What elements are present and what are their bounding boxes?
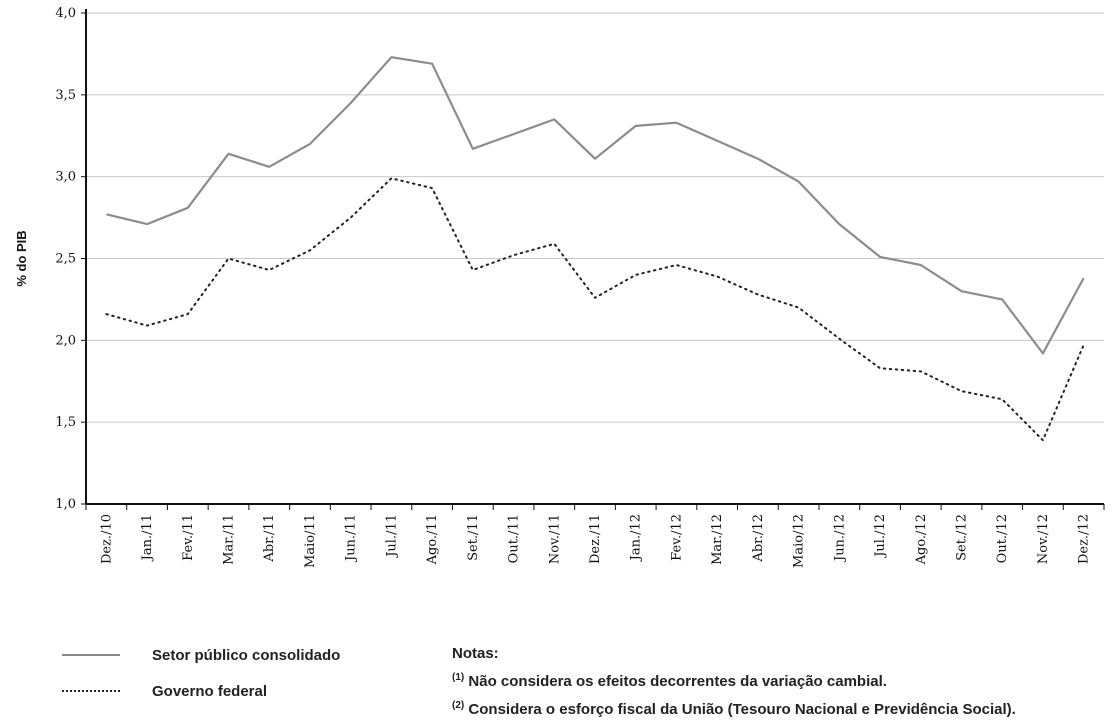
x-tick-label: Dez./11: [588, 514, 603, 564]
x-tick-label: Nov./12: [1036, 514, 1051, 564]
y-tick-label: 1,0: [55, 497, 76, 512]
x-tick-label: Dez./10: [99, 514, 114, 564]
legend-label: Setor público consolidado: [152, 646, 341, 664]
x-tick-label: Jul./12: [873, 514, 888, 559]
note-2: (2) Considera o esforço fiscal da União …: [452, 694, 1016, 722]
notes-title: Notas:: [452, 645, 499, 662]
y-tick-label: 2,0: [55, 333, 76, 348]
x-tick-label: Mar./11: [222, 514, 237, 565]
x-tick-label: Fev./11: [181, 514, 196, 561]
x-tick-label: Jun./12: [832, 514, 847, 563]
y-tick-label: 3,0: [55, 170, 76, 185]
x-tick-label: Ago./12: [914, 514, 929, 565]
line-chart: 1,0 1,5 2,0 2,5 3,0 3,5 4,0 Dez./10 Jan./11 Fev.…: [14, 6, 1105, 568]
x-tick-label: Jan./12: [629, 514, 644, 562]
note-2-marker: (2): [452, 700, 465, 711]
legend-item-governo-federal: Governo federal: [62, 680, 340, 702]
legend: Setor público consolidado Governo federa…: [62, 644, 340, 716]
x-tick-label: Dez./12: [1077, 514, 1092, 564]
x-tick-label: Jan./11: [140, 514, 155, 562]
y-tick-labels: 1,0 1,5 2,0 2,5 3,0 3,5 4,0: [55, 6, 76, 512]
y-tick-label: 2,5: [55, 252, 76, 267]
series-line-setor-publico: [106, 56, 1085, 355]
x-tick-label: Abr./11: [262, 514, 277, 563]
note-1-text: Não considera os efeitos decorrentes da …: [468, 673, 887, 690]
legend-swatch-solid: [62, 654, 120, 656]
y-tick-label: 3,5: [55, 88, 76, 103]
notes: Notas: (1) Não considera os efeitos deco…: [452, 642, 1016, 722]
x-tick-labels: Dez./10 Jan./11 Fev./11 Mar./11 Abr./11 Maio/…: [99, 514, 1091, 568]
x-tick-label: Fev./12: [669, 514, 684, 561]
y-tick-label: 1,5: [55, 415, 76, 430]
series-lines: [105, 56, 1085, 442]
y-axis-label: % do PIB: [14, 230, 29, 286]
axes: [81, 9, 1105, 510]
x-tick-label: Out./11: [507, 514, 522, 563]
note-2-text: Considera o esforço fiscal da União (Tes…: [468, 701, 1016, 718]
y-tick-label: 4,0: [55, 6, 76, 21]
x-tick-label: Mar./12: [710, 514, 725, 565]
x-tick-label: Nov./11: [547, 514, 562, 564]
x-tick-label: Maio/12: [792, 514, 807, 568]
x-tick-label: Maio/11: [303, 514, 318, 568]
gridlines: [86, 12, 1104, 423]
x-tick-label: Out./12: [995, 514, 1010, 563]
note-1-marker: (1): [452, 672, 465, 683]
note-1: (1) Não considera os efeitos decorrentes…: [452, 666, 1016, 694]
legend-swatch-dotted: [62, 690, 120, 692]
x-tick-label: Jun./11: [344, 514, 359, 563]
x-tick-label: Jul./11: [384, 514, 399, 559]
x-tick-label: Abr./12: [751, 514, 766, 563]
x-tick-label: Set./11: [466, 514, 481, 561]
legend-label: Governo federal: [152, 682, 268, 700]
x-tick-label: Ago./11: [425, 514, 440, 565]
legend-item-setor-publico: Setor público consolidado: [62, 644, 340, 666]
x-tick-label: Set./12: [954, 514, 969, 561]
series-line-governo-federal: [105, 177, 1085, 442]
